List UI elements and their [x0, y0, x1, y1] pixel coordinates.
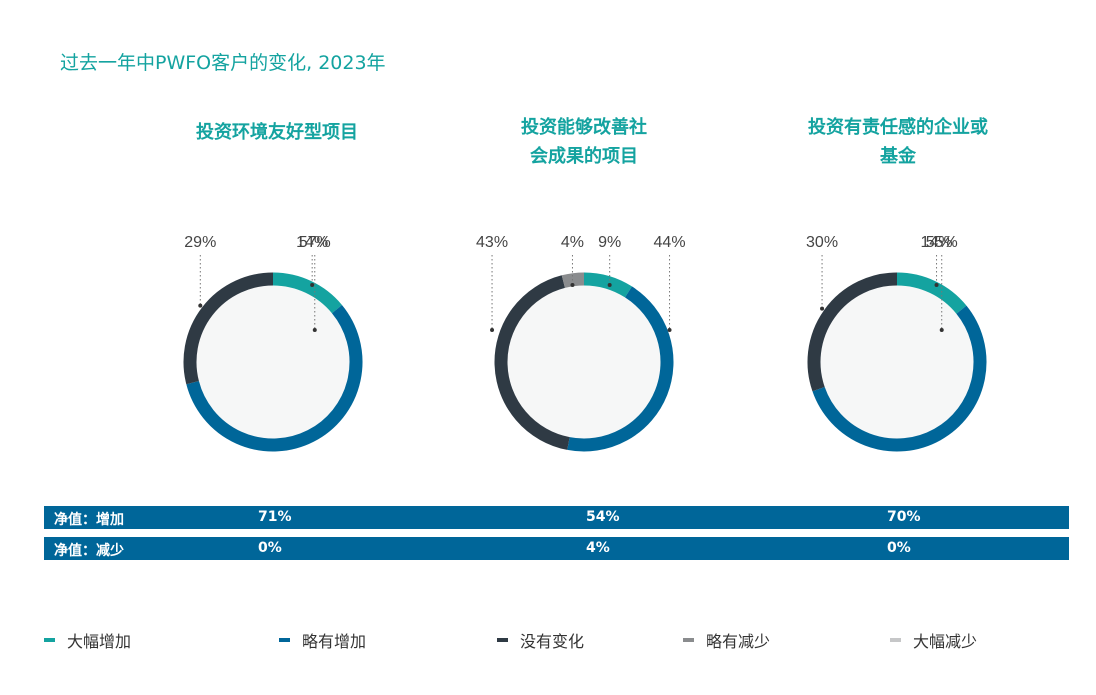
- donut-3-leader-dot-略有增加: [939, 328, 944, 332]
- donut-2-leader-dot-没有变化: [490, 328, 495, 332]
- net-increase-value-2: 54%: [586, 509, 620, 525]
- donut-1-leader-dot-没有变化: [198, 303, 203, 308]
- net-increase-row: 净值：增加 71% 54% 70%: [44, 506, 1069, 529]
- donut-2-leader-dot-略有减少: [570, 283, 575, 287]
- net-decrease-value-2: 4%: [586, 540, 610, 556]
- donut-3-slice-没有变化: [807, 272, 898, 392]
- donut-2-label-大幅增加: 9%: [598, 234, 621, 251]
- donut-1-slice-没有变化: [183, 272, 274, 385]
- donut-center-2: [506, 284, 662, 440]
- legend-item-2: 略有增加: [279, 630, 367, 651]
- donut-2-slice-略有增加: [567, 286, 674, 452]
- donut-1-leader-dot-大幅增加: [310, 283, 315, 287]
- legend-swatch-4: [683, 638, 694, 642]
- legend-item-1: 大幅增加: [44, 630, 132, 651]
- net-decrease-value-3: 0%: [887, 540, 911, 556]
- donut-1-slice-大幅增加: [272, 272, 342, 314]
- donut-2-slice-没有变化: [494, 275, 570, 450]
- legend-label-1: 大幅增加: [67, 632, 132, 651]
- donut-1-slice-略有增加: [186, 304, 363, 452]
- donut-1-label-略有增加: 57%: [299, 234, 331, 251]
- donut-3-label-大幅增加: 14%: [921, 234, 953, 251]
- donut-center-1: [195, 284, 351, 440]
- donut-2-label-略有增加: 44%: [654, 234, 686, 251]
- donut-3-leader-dot-大幅增加: [934, 283, 939, 287]
- donut-1-label-大幅增加: 14%: [296, 234, 328, 251]
- legend-item-4: 略有减少: [683, 630, 771, 651]
- donut-2-slice-大幅增加: [583, 272, 632, 298]
- donut-center-3: [819, 284, 975, 440]
- net-increase-label: 净值：增加: [54, 512, 124, 528]
- net-decrease-label: 净值：减少: [54, 543, 124, 559]
- donut-2-leader-dot-略有增加: [667, 328, 672, 332]
- donut-1-leader-dot-略有增加: [312, 328, 317, 332]
- legend-label-2: 略有增加: [302, 632, 367, 651]
- net-increase-value-3: 70%: [887, 509, 921, 525]
- legend-label-5: 大幅减少: [913, 632, 978, 651]
- net-decrease-value-1: 0%: [258, 540, 282, 556]
- legend-swatch-5: [890, 638, 901, 642]
- donut-3-slice-大幅增加: [896, 272, 967, 314]
- legend-swatch-1: [44, 638, 55, 642]
- donut-3-slice-略有增加: [812, 305, 987, 452]
- donut-2-slice-略有减少: [561, 272, 585, 288]
- donut-1-label-没有变化: 29%: [184, 234, 216, 251]
- legend-label-3: 没有变化: [520, 632, 585, 651]
- legend-item-5: 大幅减少: [890, 630, 978, 651]
- donut-3-leader-dot-没有变化: [820, 306, 825, 311]
- page-title: 过去一年中PWFO客户的变化, 2023年: [60, 52, 386, 74]
- chart-title-1: 投资环境友好型项目: [196, 122, 358, 143]
- net-decrease-row: 净值：减少 0% 4% 0%: [44, 537, 1069, 560]
- legend-swatch-3: [497, 638, 508, 642]
- donut-3-label-没有变化: 30%: [806, 234, 838, 251]
- legend-item-3: 没有变化: [497, 630, 585, 651]
- net-increase-value-1: 71%: [258, 509, 292, 525]
- donut-2-label-略有减少: 4%: [561, 234, 584, 251]
- donut-3-label-略有增加: 55%: [926, 234, 958, 251]
- legend-label-4: 略有减少: [706, 632, 771, 651]
- chart-title-2: 投资能够改善社 会成果的项目: [521, 117, 647, 167]
- donut-2-leader-dot-大幅增加: [607, 283, 612, 287]
- chart-title-3: 投资有责任感的企业或 基金: [808, 117, 988, 167]
- legend-swatch-2: [279, 638, 290, 642]
- donut-2-label-没有变化: 43%: [476, 234, 508, 251]
